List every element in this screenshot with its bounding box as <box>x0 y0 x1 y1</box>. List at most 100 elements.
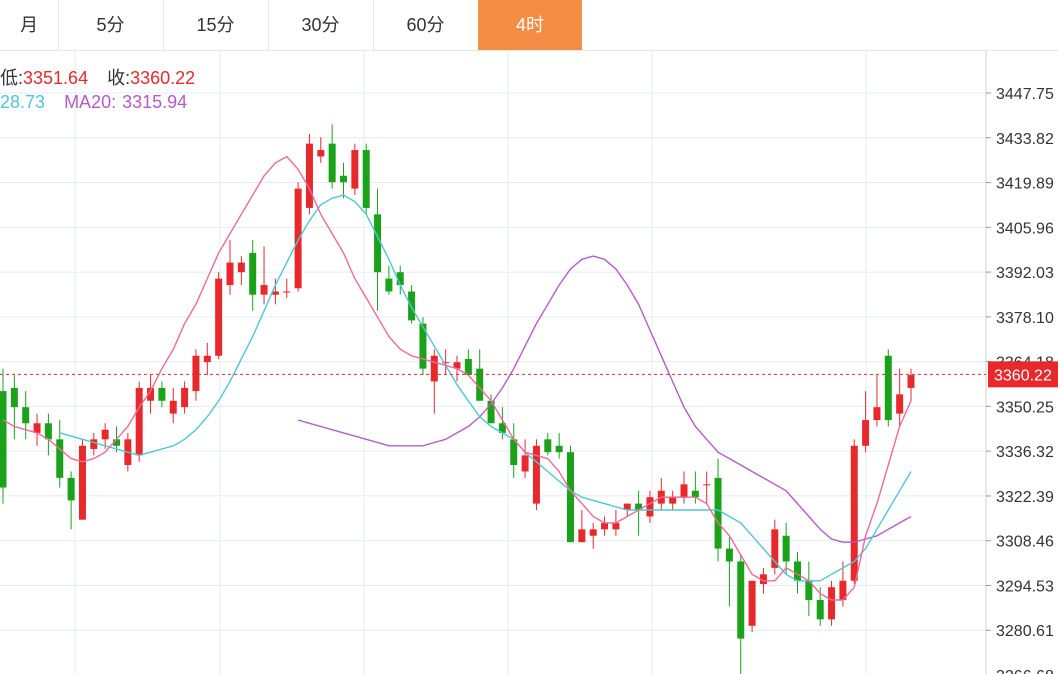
close-value: 3360.22 <box>130 68 196 88</box>
candle-body <box>67 477 75 501</box>
candle-body <box>703 484 711 486</box>
tab-4hour[interactable]: 4时 <box>478 0 582 50</box>
tab-60min[interactable]: 60分 <box>373 0 479 50</box>
y-tick-label: 3405.96 <box>996 220 1054 237</box>
candle <box>328 124 336 189</box>
candle <box>521 439 529 478</box>
candle <box>782 522 790 575</box>
candle <box>408 285 416 324</box>
candle-body <box>737 561 745 639</box>
candle-body <box>691 490 699 498</box>
candle <box>703 471 711 504</box>
candle <box>317 137 325 163</box>
candle <box>873 375 881 427</box>
candlestick-chart[interactable]: 3447.75 3433.82 3419.89 3405.96 3392.03 3378.… <box>0 51 1058 674</box>
candle <box>532 439 540 511</box>
candle <box>464 349 472 376</box>
candle-body <box>340 175 347 183</box>
candle-body <box>169 400 177 414</box>
candle <box>635 490 643 536</box>
candle <box>294 182 302 292</box>
candle <box>192 349 200 401</box>
tab-month[interactable]: 月 <box>0 0 59 50</box>
candle <box>442 349 450 376</box>
candle-body <box>22 407 30 424</box>
ma20-value: 3315.94 <box>122 92 188 112</box>
candle-body <box>555 445 563 453</box>
candle-body <box>839 580 847 601</box>
y-tick-label: 3322.39 <box>996 489 1054 506</box>
candle-body <box>487 400 495 424</box>
tab-30min[interactable]: 30分 <box>268 0 374 50</box>
candle-body <box>782 535 790 562</box>
candle-body <box>635 503 643 511</box>
y-tick-label: 3280.61 <box>996 623 1054 640</box>
candle <box>362 143 370 215</box>
candle <box>589 522 597 549</box>
candle <box>828 580 836 626</box>
candle <box>430 349 438 414</box>
candle-body <box>203 355 211 363</box>
y-tick-label: 3433.82 <box>996 131 1054 148</box>
candle-body <box>498 423 506 433</box>
tab-5min[interactable]: 5分 <box>58 0 164 50</box>
candle-body <box>294 188 302 289</box>
candle <box>691 471 699 504</box>
candle <box>101 423 109 449</box>
candle <box>0 368 7 504</box>
candle-body <box>464 358 472 376</box>
candle <box>135 381 143 462</box>
candle <box>158 381 166 408</box>
candle <box>305 133 313 215</box>
candle-body <box>385 278 393 292</box>
candle-body <box>862 420 870 446</box>
candle <box>237 256 245 286</box>
candle-body <box>271 291 279 295</box>
candle-body <box>521 455 529 472</box>
candle-body <box>430 355 438 382</box>
y-tick-label: 3336.32 <box>996 444 1054 461</box>
ohlc-info: 低:3351.64 收:3360.22 <box>0 64 195 90</box>
candle-body <box>680 484 688 498</box>
y-tick-label: 3308.46 <box>996 534 1054 551</box>
candle-body <box>10 387 18 408</box>
candle-body <box>90 439 98 449</box>
candle-body <box>33 423 41 433</box>
candle <box>680 471 688 504</box>
candle <box>510 423 518 478</box>
candle-body <box>237 262 245 273</box>
candle-body <box>317 150 325 157</box>
candle <box>44 413 52 456</box>
low-label: 低: <box>0 68 24 88</box>
candle <box>601 516 609 536</box>
candle-body <box>828 587 836 620</box>
candle <box>203 342 211 376</box>
candle <box>56 420 64 488</box>
candle-body <box>896 394 904 414</box>
close-label: 收: <box>107 68 131 88</box>
candle-body <box>215 278 223 356</box>
candle <box>169 387 177 424</box>
candle-body <box>510 439 518 466</box>
candle-body <box>192 355 200 392</box>
candle-body <box>135 387 143 456</box>
candle <box>669 490 677 511</box>
ma10-line <box>59 194 912 582</box>
candle-body <box>362 150 370 208</box>
candle <box>181 381 189 414</box>
candle-body <box>884 355 892 421</box>
candle-body <box>408 291 416 321</box>
tab-15min[interactable]: 15分 <box>163 0 269 50</box>
candle <box>862 391 870 453</box>
candle-body <box>816 600 824 620</box>
candle-body <box>601 522 609 530</box>
candle <box>78 439 86 520</box>
ma5-line <box>2 155 912 601</box>
ma-info: 28.73 MA20: 3315.94 <box>0 92 187 113</box>
candle-body <box>589 529 597 536</box>
candle <box>147 375 155 414</box>
candle <box>487 394 495 424</box>
candle-body <box>158 387 166 401</box>
candle-body <box>453 362 461 369</box>
candle <box>22 391 30 440</box>
